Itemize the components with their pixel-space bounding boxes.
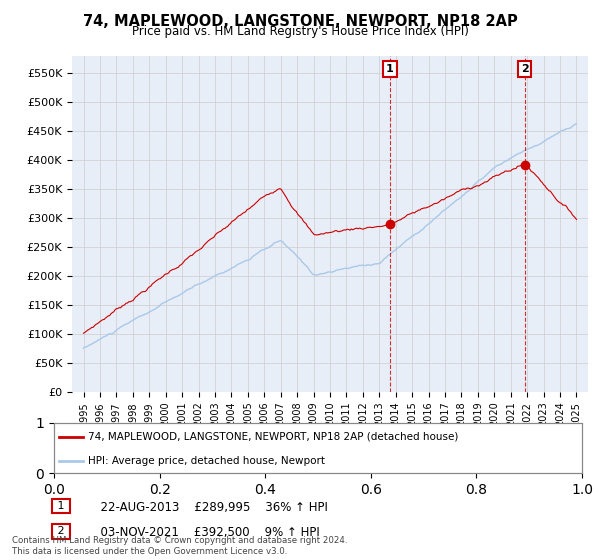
Text: 03-NOV-2021    £392,500    9% ↑ HPI: 03-NOV-2021 £392,500 9% ↑ HPI	[93, 526, 320, 539]
Text: 2: 2	[521, 64, 529, 74]
Text: 1: 1	[386, 64, 394, 74]
Text: Price paid vs. HM Land Registry's House Price Index (HPI): Price paid vs. HM Land Registry's House …	[131, 25, 469, 38]
Text: 22-AUG-2013    £289,995    36% ↑ HPI: 22-AUG-2013 £289,995 36% ↑ HPI	[93, 501, 328, 514]
Text: Contains HM Land Registry data © Crown copyright and database right 2024.
This d: Contains HM Land Registry data © Crown c…	[12, 536, 347, 556]
Text: 1: 1	[54, 501, 68, 511]
Text: 2: 2	[54, 526, 68, 536]
Text: 74, MAPLEWOOD, LANGSTONE, NEWPORT, NP18 2AP (detached house): 74, MAPLEWOOD, LANGSTONE, NEWPORT, NP18 …	[88, 432, 458, 442]
Text: HPI: Average price, detached house, Newport: HPI: Average price, detached house, Newp…	[88, 456, 325, 465]
Text: 74, MAPLEWOOD, LANGSTONE, NEWPORT, NP18 2AP: 74, MAPLEWOOD, LANGSTONE, NEWPORT, NP18 …	[83, 14, 517, 29]
